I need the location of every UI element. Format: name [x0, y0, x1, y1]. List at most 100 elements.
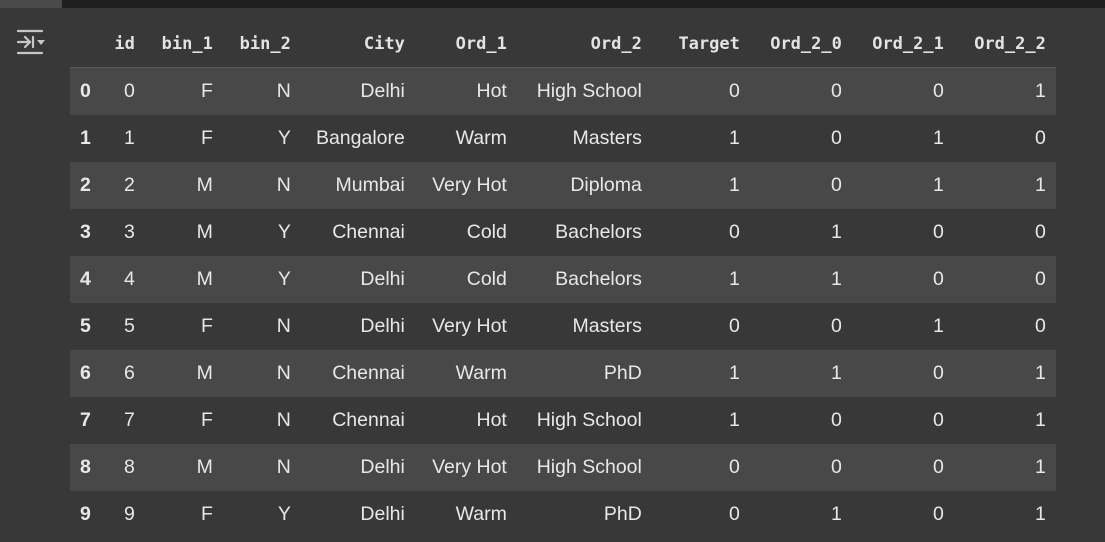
cell-ord-1: Very Hot — [432, 315, 507, 337]
cell-city: Delhi — [360, 456, 405, 478]
cell-ord-2-0: 0 — [831, 315, 842, 337]
row-index: 6 — [80, 362, 91, 384]
cell-id: 6 — [124, 362, 135, 384]
cell-city: Delhi — [360, 315, 405, 337]
cell-target: 1 — [729, 409, 740, 431]
cell-ord-2-0: 0 — [831, 174, 842, 196]
cell-bin-2: N — [276, 80, 291, 102]
cell-target: 0 — [729, 503, 740, 525]
cell-bin-1: M — [196, 174, 213, 196]
cell-bin-2: N — [276, 315, 291, 337]
cell-ord-2-1: 0 — [933, 362, 944, 384]
cell-id: 8 — [124, 456, 135, 478]
cell-id: 3 — [124, 221, 135, 243]
cell-ord-2-2: 1 — [1035, 503, 1046, 525]
cell-ord-2: Bachelors — [555, 268, 642, 290]
cell-target: 1 — [729, 268, 740, 290]
table-row: 4 4 M Y Delhi Cold Bachelors 1 1 0 0 — [70, 256, 1056, 303]
dataframe-table: id bin_1 bin_2 City Ord_1 Ord_2 Target O… — [70, 20, 1056, 538]
cell-ord-2-1: 0 — [933, 268, 944, 290]
top-bar-gutter — [0, 0, 62, 8]
table-row: 2 2 M N Mumbai Very Hot Diploma 1 0 1 1 — [70, 162, 1056, 209]
cell-bin-1: M — [196, 362, 213, 384]
cell-target: 0 — [729, 221, 740, 243]
cell-bin-1: M — [196, 221, 213, 243]
dataframe-output: id bin_1 bin_2 City Ord_1 Ord_2 Target O… — [70, 20, 1056, 538]
cell-ord-2-0: 1 — [831, 268, 842, 290]
cell-ord-2-1: 0 — [933, 221, 944, 243]
cell-ord-2-0: 1 — [831, 503, 842, 525]
cell-city: Mumbai — [335, 174, 405, 196]
column-header-target: Target — [651, 20, 750, 68]
cell-ord-2-2: 0 — [1035, 268, 1046, 290]
cell-bin-1: F — [200, 315, 213, 337]
row-index: 3 — [80, 221, 91, 243]
cell-city: Delhi — [360, 80, 405, 102]
cell-ord-2-2: 0 — [1035, 127, 1046, 149]
index-header — [70, 20, 101, 68]
cell-bin-2: N — [276, 409, 291, 431]
cell-ord-2-2: 1 — [1035, 456, 1046, 478]
cell-ord-2-1: 1 — [933, 174, 944, 196]
cell-ord-2: Masters — [572, 315, 642, 337]
column-header-ord-2: Ord_2 — [516, 20, 652, 68]
row-index: 1 — [80, 127, 91, 149]
row-index: 0 — [80, 80, 91, 102]
column-header-bin-1: bin_1 — [144, 20, 223, 68]
cell-ord-2-1: 1 — [933, 127, 944, 149]
column-header-city: City — [300, 20, 415, 68]
cell-ord-2-0: 0 — [831, 456, 842, 478]
cell-bin-2: Y — [277, 127, 291, 149]
cell-ord-2-1: 0 — [933, 80, 944, 102]
cell-bin-1: M — [196, 456, 213, 478]
cell-target: 0 — [729, 80, 740, 102]
cell-ord-1: Hot — [476, 409, 507, 431]
table-row: 1 1 F Y Bangalore Warm Masters 1 0 1 0 — [70, 115, 1056, 162]
cell-ord-2-1: 0 — [933, 409, 944, 431]
table-body: 0 0 F N Delhi Hot High School 0 0 0 1 1 1 F Y Bangalore… — [70, 67, 1056, 538]
header-row: id bin_1 bin_2 City Ord_1 Ord_2 Target O… — [70, 20, 1056, 68]
row-index: 8 — [80, 456, 91, 478]
cell-target: 0 — [729, 315, 740, 337]
cell-id: 1 — [124, 127, 135, 149]
cell-ord-2-2: 1 — [1035, 80, 1046, 102]
cell-ord-2: High School — [536, 456, 642, 478]
row-index: 5 — [80, 315, 91, 337]
row-index: 9 — [80, 503, 91, 525]
table-row: 3 3 M Y Chennai Cold Bachelors 0 1 0 0 — [70, 209, 1056, 256]
cell-bin-1: F — [200, 127, 213, 149]
cell-bin-1: M — [196, 268, 213, 290]
cell-ord-2-2: 1 — [1035, 409, 1046, 431]
cell-ord-2-2: 0 — [1035, 221, 1046, 243]
output-gutter — [0, 8, 62, 542]
output-options-icon[interactable] — [16, 28, 46, 56]
column-header-ord-2-0: Ord_2_0 — [749, 20, 852, 68]
cell-id: 9 — [124, 503, 135, 525]
table-row: 7 7 F N Chennai Hot High School 1 0 0 1 — [70, 397, 1056, 444]
cell-target: 1 — [729, 362, 740, 384]
cell-bin-2: N — [276, 174, 291, 196]
row-index: 2 — [80, 174, 91, 196]
table-row: 8 8 M N Delhi Very Hot High School 0 0 0 1 — [70, 444, 1056, 491]
cell-city: Chennai — [332, 362, 405, 384]
cell-ord-2-1: 0 — [933, 503, 944, 525]
top-bar — [0, 0, 1105, 8]
cell-city: Delhi — [360, 268, 405, 290]
column-header-bin-2: bin_2 — [222, 20, 301, 68]
table-row: 9 9 F Y Delhi Warm PhD 0 1 0 1 — [70, 491, 1056, 538]
cell-id: 2 — [124, 174, 135, 196]
cell-ord-1: Very Hot — [432, 174, 507, 196]
cell-city: Bangalore — [315, 127, 405, 149]
cell-ord-1: Warm — [455, 362, 507, 384]
row-index: 4 — [80, 268, 91, 290]
cell-ord-2: High School — [536, 80, 642, 102]
table-row: 6 6 M N Chennai Warm PhD 1 1 0 1 — [70, 350, 1056, 397]
cell-city: Chennai — [332, 409, 405, 431]
cell-ord-1: Warm — [455, 503, 507, 525]
cell-ord-2-0: 1 — [831, 362, 842, 384]
cell-ord-2-0: 0 — [831, 127, 842, 149]
table-row: 0 0 F N Delhi Hot High School 0 0 0 1 — [70, 67, 1056, 115]
cell-bin-2: Y — [277, 268, 291, 290]
cell-ord-2-2: 1 — [1035, 362, 1046, 384]
row-index: 7 — [80, 409, 91, 431]
